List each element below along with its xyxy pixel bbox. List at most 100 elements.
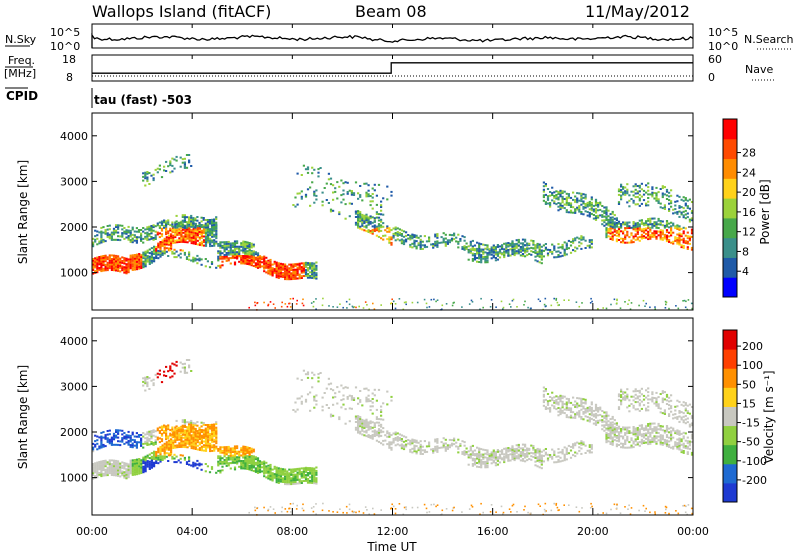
power-cell [622,221,625,224]
power-cell [620,185,623,188]
power-cell [138,256,141,259]
velocity-cell [142,442,145,445]
power-cell [146,258,149,261]
velocity-cell [371,437,374,440]
power-cell [267,267,270,269]
velocity-cell [213,444,216,447]
velocity-cell [200,436,203,439]
power-cell [647,238,650,241]
power-cell [580,211,583,213]
velocity-cell [526,451,529,454]
power-cell [275,266,278,269]
velocity-cell [165,434,168,437]
power-cell [665,229,669,232]
power-cell [605,213,608,216]
velocity-cell [279,476,282,479]
power-cell [154,225,157,228]
velocity-cell [382,430,385,433]
power-cell [582,200,585,203]
power-cell [329,177,333,180]
velocity-cell [563,453,566,456]
power-cell [173,230,176,232]
power-cell [476,241,479,244]
power-cell [450,234,454,237]
power-cell [628,221,631,224]
velocity-cell [486,466,489,469]
velocity-cell [517,457,520,460]
velocity-cell [296,478,299,481]
power-cell [267,303,270,306]
power-cell [415,245,418,248]
power-cell [508,303,511,305]
power-cell [590,239,593,242]
power-cell [413,245,416,248]
power-cell [686,240,689,243]
power-cell [123,262,126,265]
velocity-cell [302,469,305,472]
power-cell [244,246,247,249]
velocity-cell [505,452,508,455]
power-cell [590,203,593,206]
power-cell [300,190,303,193]
velocity-cell [219,451,222,454]
power-cell [108,265,111,268]
power-cell [557,192,560,195]
power-cell [238,260,241,263]
power-cell [273,271,276,274]
power-cell [601,214,604,217]
power-cell [161,243,164,246]
power-cell [555,194,558,196]
velocity-cell [288,477,291,480]
power-cell [586,244,589,247]
power-cell [181,214,184,217]
power-cell [140,236,143,239]
velocity-cell [361,433,364,436]
velocity-cell [194,440,197,443]
power-cell [106,267,109,270]
power-cell [563,190,566,193]
velocity-cell [94,443,97,446]
power-cell [196,228,199,231]
power-cell [173,226,176,229]
power-cell [129,256,132,259]
power-cell [125,265,128,267]
velocity-cell [98,461,101,463]
velocity-cell [273,474,276,477]
velocity-cell [290,481,293,484]
power-cell [632,224,635,227]
velocity-cell [227,447,230,450]
power-cell [515,239,518,242]
velocity-cell [184,436,187,439]
power-cell [215,227,218,230]
velocity-cell [365,435,368,438]
velocity-cell [302,470,305,473]
velocity-cell [557,459,560,461]
velocity-cell [242,449,245,452]
power-cell [159,250,162,253]
power-cell [480,257,483,260]
velocity-cell [182,444,185,447]
power-cell [108,235,111,238]
velocity-cell [419,445,422,448]
velocity-cell [369,422,372,425]
velocity-cell [219,446,222,449]
velocity-cell [269,467,272,470]
power-cell [684,306,687,309]
power-cell [645,204,648,207]
power-cell [640,202,643,205]
power-cell [294,277,297,280]
velocity-cell [375,430,378,433]
velocity-cell [110,459,113,462]
power-cell [229,246,232,249]
power-cell [442,241,445,244]
power-cell [613,230,616,233]
power-cell [148,229,151,232]
velocity-cell [469,445,472,448]
power-cell [674,236,677,239]
power-cell [555,297,558,300]
velocity-cell [213,440,216,443]
power-cell [676,226,679,229]
velocity-cell [313,469,316,472]
velocity-cell [446,446,449,449]
velocity-cell [542,460,545,463]
